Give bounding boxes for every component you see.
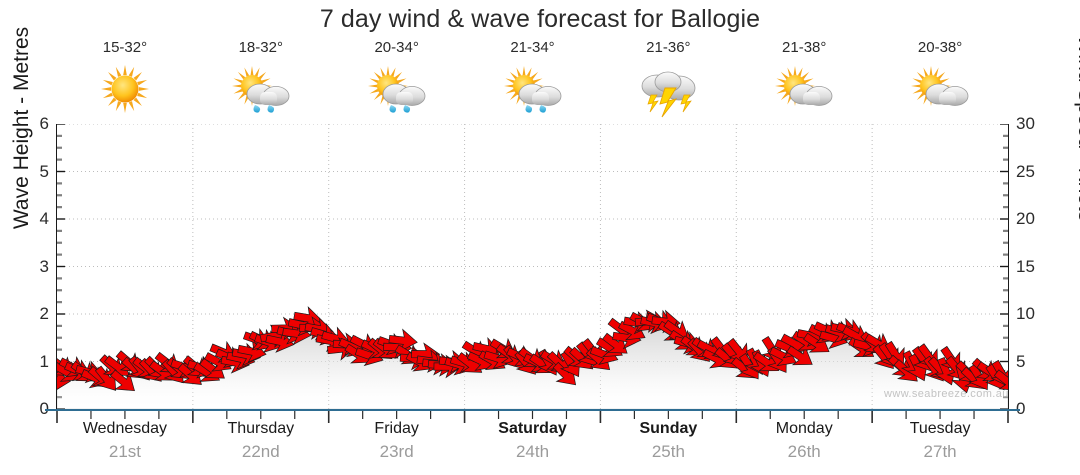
left-tick-label: 2 [39, 304, 49, 323]
right-tick-label: 30 [1016, 114, 1035, 133]
right-tick-label: 25 [1016, 161, 1035, 181]
right-tick-label: 10 [1016, 304, 1035, 323]
temperature-range: 18-32° [238, 39, 283, 56]
day-header-row: 15-32° 18-32° [57, 38, 1008, 124]
temperature-range: 21-34° [510, 39, 555, 56]
day-name: Monday [775, 420, 833, 437]
left-tick-label: 1 [39, 351, 49, 371]
day-date: 23rd [379, 442, 414, 461]
temperature-range: 21-36° [646, 39, 691, 56]
right-tick-label: 0 [1016, 399, 1026, 418]
bottom-axis-line [45, 409, 1020, 411]
right-axis-line [1008, 124, 1009, 410]
day-footer-sunday: Sunday 25th [600, 418, 736, 470]
sun-icon [88, 62, 162, 118]
day-footer-friday: Friday 23rd [329, 418, 465, 470]
temperature-range: 20-34° [374, 39, 419, 56]
left-tick-label: 0 [15, 400, 49, 417]
day-name: Sunday [639, 420, 698, 437]
sun-cloud-icon [767, 62, 841, 118]
right-tick-label: 5 [1016, 351, 1026, 371]
page-title: 7 day wind & wave forecast for Ballogie [319, 5, 761, 33]
day-date: 24th [515, 442, 550, 461]
left-axis-line [56, 124, 57, 410]
day-header-saturday: 21-34° [465, 38, 601, 124]
day-footer-tuesday: Tuesday 27th [872, 418, 1008, 470]
sun-cloud-rain-icon [224, 62, 298, 118]
day-footer-saturday: Saturday 24th [465, 418, 601, 470]
day-header-friday: 20-34° [329, 38, 465, 124]
day-footer-monday: Monday 26th [736, 418, 872, 470]
watermark: www.seabreeze.com.au [884, 388, 1009, 400]
day-date: 26th [787, 442, 821, 461]
day-header-tuesday: 20-38° [872, 38, 1008, 124]
left-tick-label: 6 [39, 114, 49, 133]
left-tick-label: 3 [39, 256, 49, 276]
day-footer-thursday: Thursday 22nd [193, 418, 329, 470]
gridlines [57, 124, 1008, 409]
right-tick-label: 15 [1016, 256, 1035, 276]
sun-cloud-rain-icon [496, 62, 570, 118]
day-date: 22nd [241, 442, 280, 461]
day-name: Saturday [498, 420, 567, 437]
left-tick-label: 4 [39, 209, 49, 228]
day-header-monday: 21-38° [736, 38, 872, 124]
day-date: 25th [651, 442, 685, 461]
day-name: Thursday [227, 420, 295, 437]
day-name: Friday [374, 420, 419, 437]
day-header-wednesday: 15-32° [57, 38, 193, 124]
wind-arrow-series [57, 306, 1008, 409]
right-axis-title: Wind Speed - Knots [1074, 34, 1080, 222]
day-footer-wednesday: Wednesday 21st [57, 418, 193, 470]
day-name: Wednesday [82, 420, 168, 437]
day-date: 21st [108, 442, 141, 461]
day-header-thursday: 18-32° [193, 38, 329, 124]
temperature-range: 21-38° [782, 39, 827, 56]
day-footer-row: Wednesday 21st Thursday 22nd Friday 23rd Satur… [57, 418, 1008, 470]
temperature-range: 15-32° [102, 39, 148, 56]
day-date: 27th [923, 442, 957, 461]
right-tick-label: 20 [1016, 209, 1035, 228]
left-tick-label: 5 [39, 161, 49, 181]
day-name: Tuesday [909, 420, 971, 437]
day-header-sunday: 21-36° [600, 38, 736, 124]
thunderstorm-icon [631, 62, 705, 118]
plot-area [57, 124, 1008, 409]
sun-cloud-icon [903, 62, 977, 118]
left-axis-title: Wave Height - Metres [10, 26, 33, 230]
sun-cloud-rain-icon [360, 62, 434, 118]
temperature-range: 20-38° [917, 39, 963, 56]
